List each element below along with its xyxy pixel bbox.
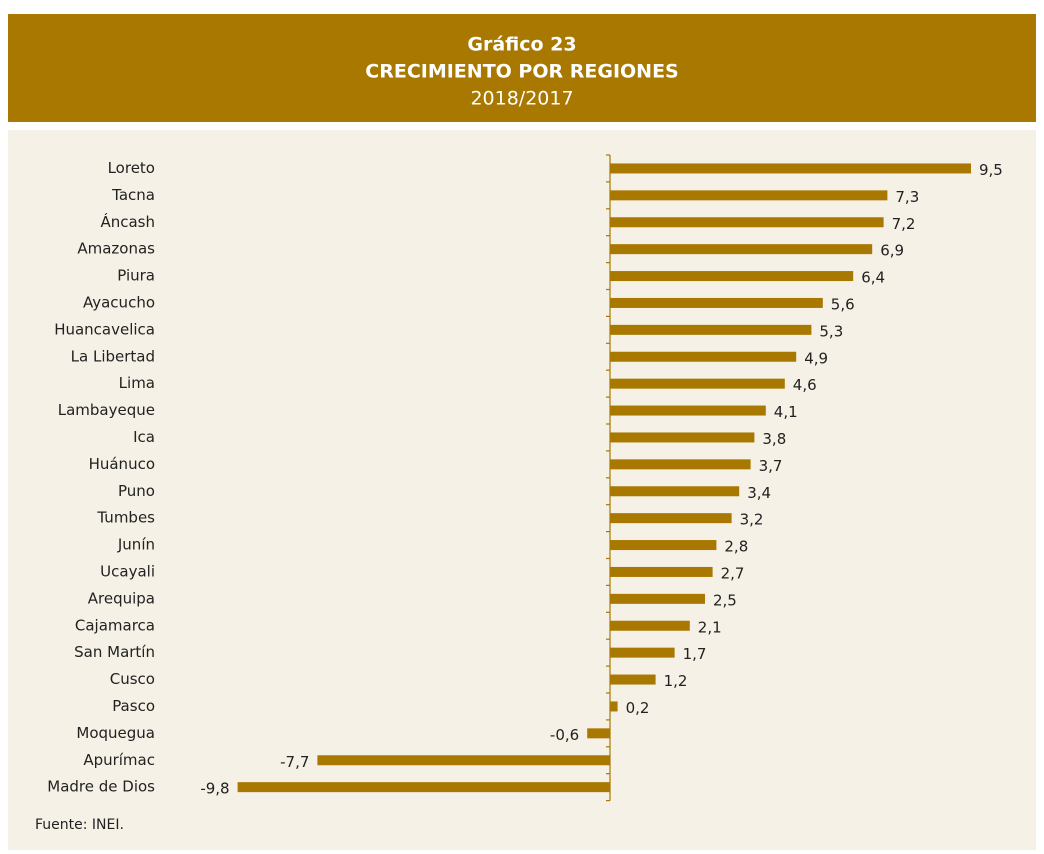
bar [317,755,610,766]
bar [610,271,854,282]
chart-subtitle: CRECIMIENTO POR REGIONES [365,61,678,83]
value-label: 2,5 [713,591,737,609]
y-tick-label: Ayacucho [83,293,155,311]
value-label: 2,8 [724,538,748,556]
y-tick-label: Madre de Dios [47,778,155,796]
value-label: 2,7 [721,564,745,582]
value-label: 1,7 [683,645,707,663]
value-label: 4,1 [774,403,798,421]
bar [610,217,884,228]
plot-background [8,130,1036,850]
bar [610,486,740,497]
bar [610,190,888,201]
y-tick-label: Ica [133,428,155,446]
value-label: 5,3 [819,322,843,340]
bar [610,647,675,658]
value-label: -9,8 [200,780,229,798]
y-tick-label: Áncash [100,212,155,231]
y-tick-label: Arequipa [88,589,155,607]
bar [610,459,751,470]
value-label: 3,2 [740,511,764,529]
value-label: -7,7 [280,753,309,771]
bar [610,378,785,389]
y-tick-label: Junín [117,536,155,554]
y-tick-label: Huancavelica [54,320,155,338]
value-label: 5,6 [831,295,855,313]
bar [610,163,971,174]
bar [610,244,873,255]
value-label: -0,6 [550,726,579,744]
value-label: 9,5 [979,161,1003,179]
bar [237,782,610,793]
chart-title: Gráfico 23 [467,34,576,56]
y-tick-label: Ucayali [100,562,155,580]
bar [610,351,797,362]
value-label: 2,1 [698,618,722,636]
y-tick-label: Loreto [108,159,155,177]
y-tick-label: Amazonas [77,240,155,258]
y-tick-label: Tumbes [96,509,155,527]
bar [610,566,713,577]
value-label: 6,4 [861,269,885,287]
value-label: 7,2 [892,215,916,233]
bar [610,620,690,631]
bar [610,513,732,524]
bar [610,674,656,685]
y-tick-label: Lima [119,374,155,392]
y-tick-label: Moquegua [76,724,155,742]
bar [610,432,755,443]
bar [610,701,618,712]
value-label: 3,7 [759,457,783,475]
y-tick-label: Cusco [110,670,155,688]
y-tick-label: San Martín [74,643,155,661]
y-tick-label: Pasco [112,697,155,715]
y-tick-label: Piura [117,267,155,285]
y-tick-label: Cajamarca [75,616,155,634]
header-band [8,14,1036,122]
source-note: Fuente: INEI. [35,817,124,833]
bar [587,728,610,739]
bar [610,540,717,551]
bar [610,593,705,604]
value-label: 7,3 [895,188,919,206]
value-label: 6,9 [880,242,904,260]
value-label: 0,2 [626,699,650,717]
value-label: 4,9 [804,349,828,367]
bar [610,324,812,335]
y-tick-label: La Libertad [71,347,155,365]
y-tick-label: Tacna [111,186,155,204]
y-tick-label: Lambayeque [58,401,155,419]
value-label: 3,4 [747,484,771,502]
y-tick-label: Apurímac [83,751,155,769]
y-tick-label: Puno [118,482,155,500]
value-label: 4,6 [793,376,817,394]
value-label: 1,2 [664,672,688,690]
bar [610,405,766,416]
bar [610,297,823,308]
value-label: 3,8 [762,430,786,448]
chart-period: 2018/2017 [470,88,573,110]
y-tick-label: Huánuco [89,455,155,473]
